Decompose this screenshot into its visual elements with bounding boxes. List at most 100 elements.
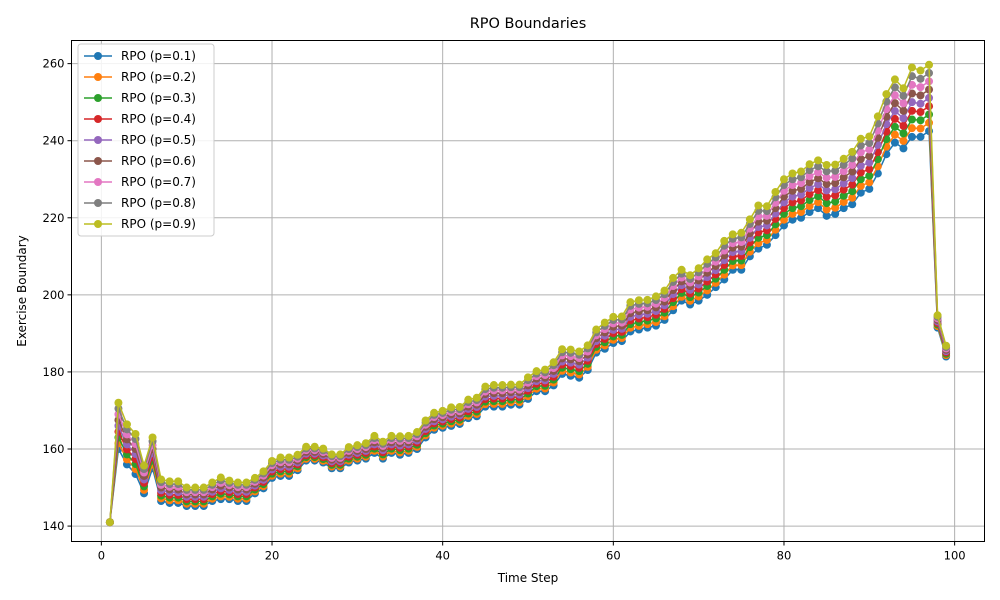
data-point	[907, 106, 916, 115]
legend-item: RPO (p=0.6)	[84, 154, 196, 168]
data-point	[797, 213, 806, 222]
data-point	[396, 432, 405, 441]
data-point	[805, 202, 814, 211]
data-point	[319, 444, 328, 453]
data-point	[617, 312, 626, 321]
x-tick-label: 60	[606, 549, 621, 563]
data-point	[268, 456, 277, 465]
data-point	[762, 202, 771, 211]
data-point	[225, 476, 234, 485]
data-point	[814, 168, 823, 177]
data-point	[788, 186, 797, 195]
data-point	[890, 99, 899, 108]
data-point	[916, 107, 925, 116]
data-point	[651, 292, 660, 301]
data-point	[370, 431, 379, 440]
data-point	[890, 75, 899, 84]
data-point	[839, 204, 848, 213]
data-point	[814, 186, 823, 195]
data-point	[899, 106, 908, 115]
legend-item: RPO (p=0.7)	[84, 175, 196, 189]
data-point	[788, 169, 797, 178]
data-point	[856, 155, 865, 164]
legend-marker	[94, 94, 102, 102]
legend-item: RPO (p=0.1)	[84, 49, 196, 63]
y-tick-label: 140	[43, 519, 65, 533]
data-point	[942, 341, 951, 350]
data-point	[148, 433, 157, 442]
data-point	[856, 134, 865, 143]
data-point	[831, 209, 840, 218]
data-point	[865, 158, 874, 167]
data-point	[310, 442, 319, 451]
y-tick-label: 160	[43, 442, 65, 456]
data-point	[856, 148, 865, 157]
data-point	[899, 84, 908, 93]
series-9	[105, 60, 951, 527]
data-point	[592, 325, 601, 334]
data-point	[694, 264, 703, 273]
data-point	[472, 393, 481, 402]
data-point	[797, 202, 806, 211]
legend-label: RPO (p=0.8)	[121, 196, 196, 210]
data-point	[686, 271, 695, 280]
data-point	[822, 211, 831, 220]
x-tick-label: 20	[265, 549, 280, 563]
x-tick-label: 100	[944, 549, 966, 563]
data-point	[848, 147, 857, 156]
data-point	[430, 408, 439, 417]
data-point	[907, 89, 916, 98]
data-point	[814, 204, 823, 213]
data-point	[788, 215, 797, 224]
data-point	[899, 114, 908, 123]
data-point	[805, 172, 814, 181]
data-point	[797, 179, 806, 188]
data-point	[890, 130, 899, 139]
data-point	[814, 162, 823, 171]
data-point	[839, 191, 848, 200]
legend-label: RPO (p=0.1)	[121, 49, 196, 63]
data-point	[233, 478, 242, 487]
y-tick-label: 260	[43, 57, 65, 71]
data-point	[831, 185, 840, 194]
data-point	[669, 273, 678, 282]
data-point	[216, 473, 225, 482]
data-point	[831, 203, 840, 212]
y-axis: 140 160 180 200 220 240 260	[43, 57, 72, 533]
data-point	[199, 483, 208, 492]
data-point	[515, 380, 524, 389]
legend-marker	[94, 73, 102, 81]
data-point	[455, 403, 464, 411]
data-point	[182, 483, 191, 492]
data-point	[839, 160, 848, 169]
data-point	[916, 124, 925, 133]
data-point	[276, 453, 285, 462]
data-point	[822, 160, 831, 169]
data-point	[814, 156, 823, 165]
grid-lines	[71, 40, 985, 542]
data-point	[907, 132, 916, 141]
data-point	[839, 185, 848, 194]
data-point	[856, 161, 865, 170]
data-point	[720, 236, 729, 245]
data-point	[797, 190, 806, 199]
data-point	[250, 473, 259, 482]
data-point	[797, 196, 806, 205]
data-point	[882, 90, 891, 99]
data-point	[907, 124, 916, 133]
data-point	[933, 311, 942, 320]
data-point	[907, 115, 916, 124]
data-point	[890, 107, 899, 116]
data-point	[643, 295, 652, 304]
data-point	[532, 367, 541, 376]
data-point	[890, 138, 899, 147]
data-point	[899, 129, 908, 138]
data-point	[506, 380, 515, 389]
legend-marker	[94, 157, 102, 165]
data-point	[157, 475, 166, 484]
legend-item: RPO (p=0.8)	[84, 196, 196, 210]
data-point	[498, 381, 507, 390]
legend-label: RPO (p=0.6)	[121, 154, 196, 168]
data-point	[839, 179, 848, 188]
legend-item: RPO (p=0.5)	[84, 133, 196, 147]
